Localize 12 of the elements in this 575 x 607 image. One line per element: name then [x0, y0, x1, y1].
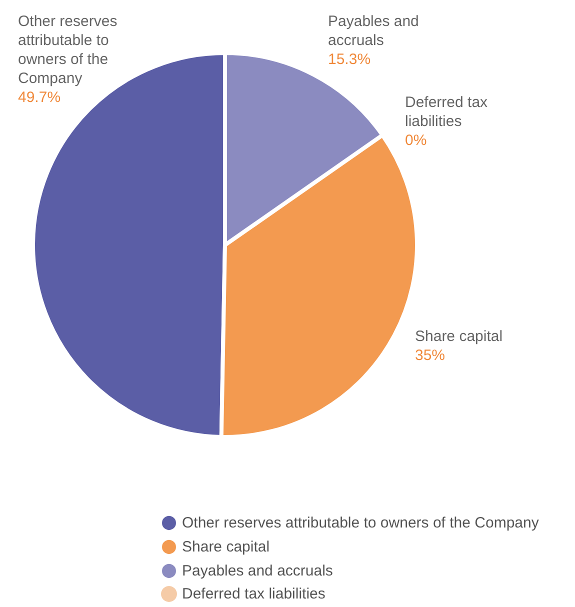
legend-label: Deferred tax liabilities	[182, 586, 326, 602]
slice-label: Payables and accruals	[328, 13, 424, 49]
data-label: 35%	[415, 347, 446, 364]
text: 0%	[405, 132, 427, 149]
data-label: 15.3%	[328, 51, 371, 68]
slice-label: Other reserves attributable to owners of the Company	[18, 13, 122, 87]
slice-label: Share capital	[415, 328, 503, 345]
legend-label: Other reserves attributable to owners of the Company	[182, 514, 540, 532]
legend-label: Payables and accruals	[182, 562, 333, 580]
data-label: 49.7%	[18, 89, 61, 106]
category-label: Deferred tax liabilities	[405, 94, 488, 130]
legend-label: Share capital	[182, 538, 270, 556]
